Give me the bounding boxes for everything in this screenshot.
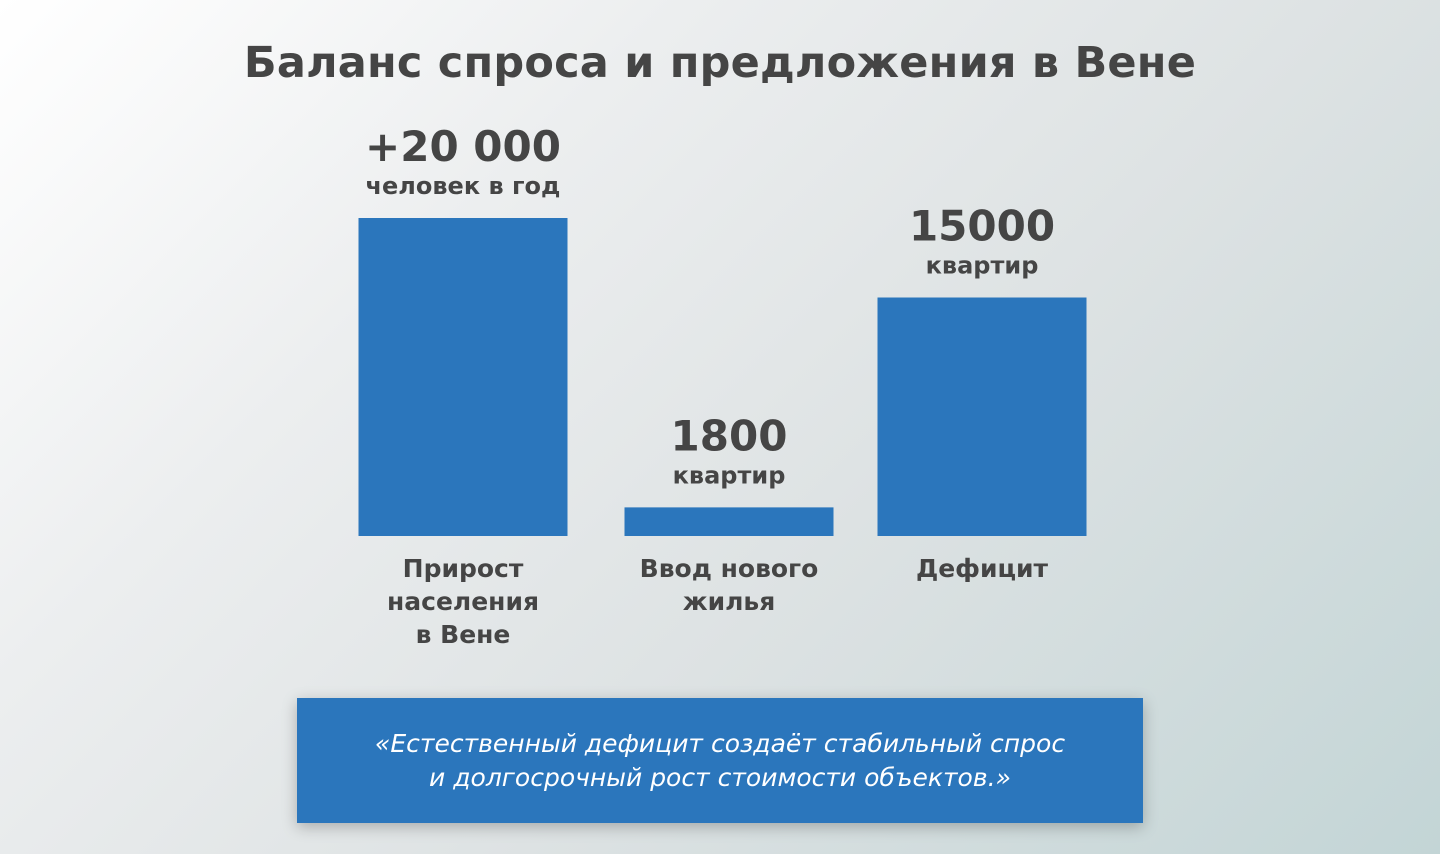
quote-line-1: «Естественный дефицит создаёт стабильный… — [375, 727, 1065, 761]
category-label: Дефицит — [916, 554, 1049, 583]
bar — [359, 218, 568, 536]
data-label: 1800 — [671, 411, 788, 460]
category-label: Ввод нового — [640, 554, 819, 583]
category-label: Прирост — [403, 554, 524, 583]
bar — [625, 507, 834, 536]
category-label: в Вене — [416, 620, 511, 649]
data-label: +20 000 — [365, 122, 561, 171]
data-label: 15000 — [909, 202, 1055, 251]
data-unit-label: человек в год — [366, 172, 561, 200]
quote-box: «Естественный дефицит создаёт стабильный… — [297, 698, 1143, 823]
bar — [878, 298, 1087, 537]
category-label: населения — [387, 587, 539, 616]
category-label: жилья — [683, 587, 776, 616]
data-unit-label: квартир — [673, 461, 786, 489]
data-unit-label: квартир — [926, 252, 1039, 280]
quote-line-2: и долгосрочный рост стоимости объектов.» — [429, 761, 1011, 795]
